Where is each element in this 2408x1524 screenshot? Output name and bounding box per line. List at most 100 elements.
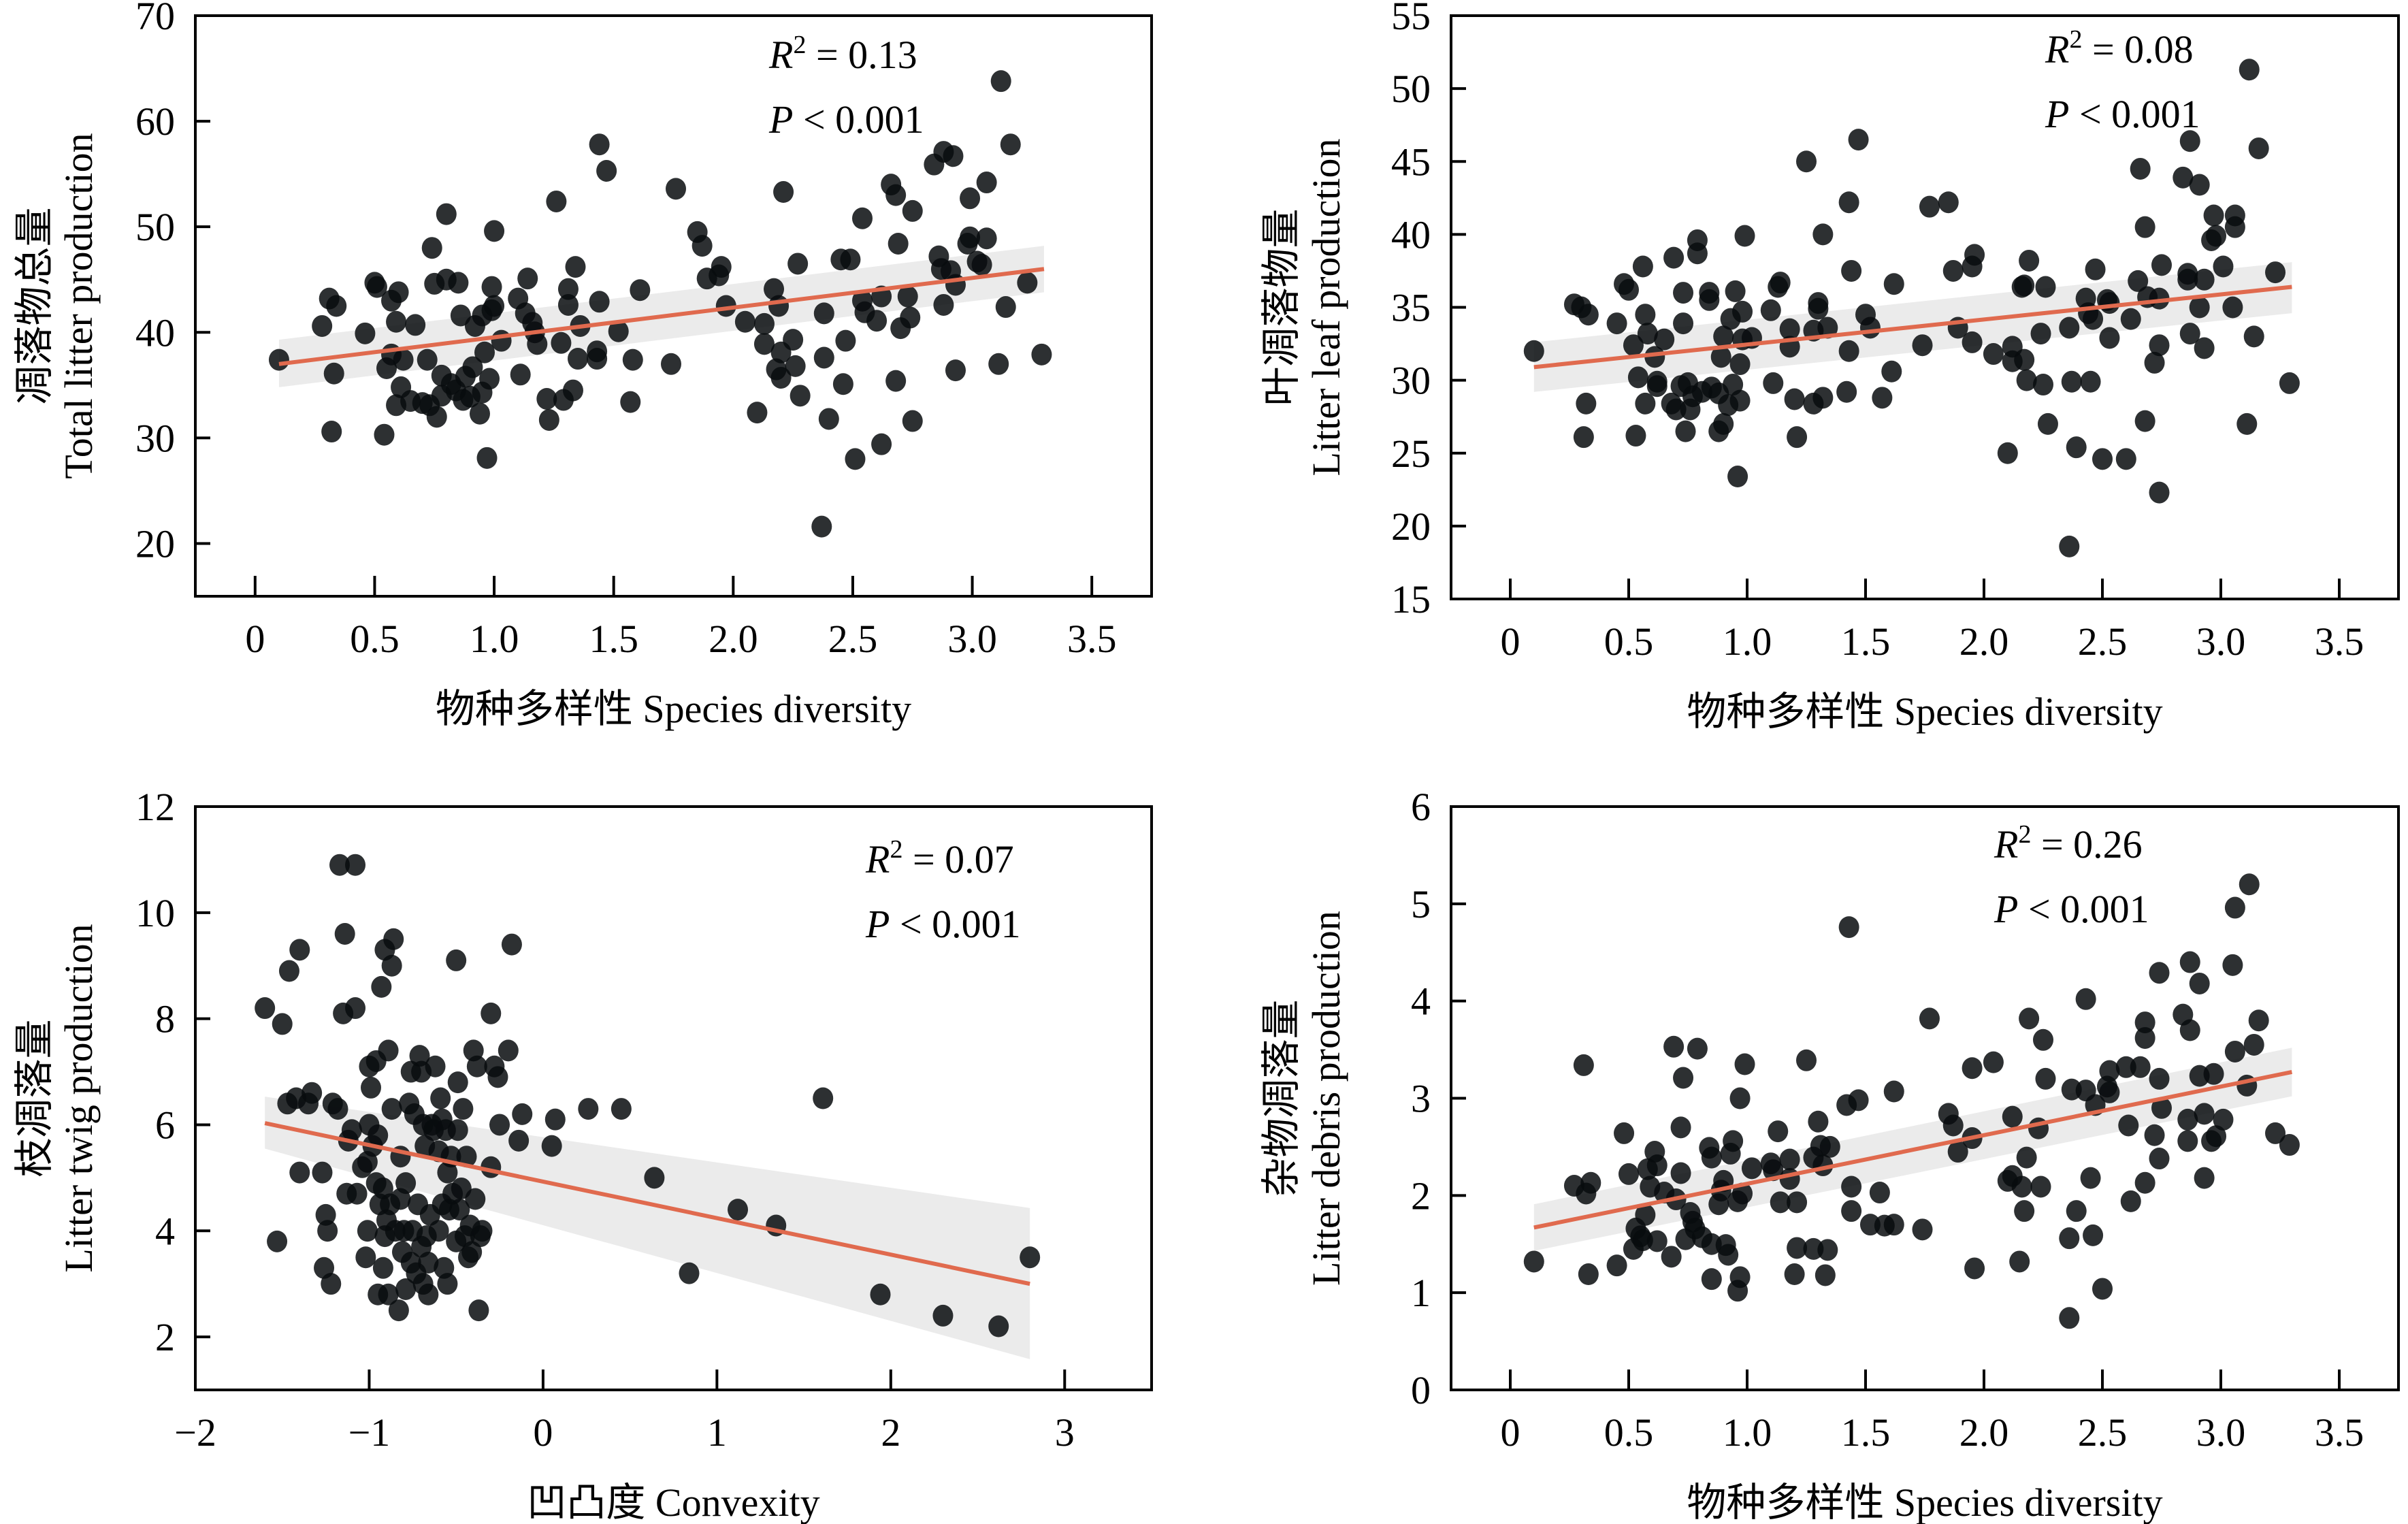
x-tick-label: 0.5 xyxy=(1604,619,1654,664)
data-point xyxy=(2179,323,2200,345)
data-point xyxy=(1770,272,1791,294)
data-point xyxy=(395,1172,417,1195)
data-point xyxy=(1836,380,1857,403)
data-point xyxy=(446,949,467,971)
data-point xyxy=(679,1262,700,1284)
data-point xyxy=(2243,325,2264,348)
data-point xyxy=(562,379,583,402)
data-point xyxy=(453,1098,474,1120)
data-point xyxy=(1673,1067,1694,1089)
data-point xyxy=(630,279,651,302)
y-tick-label: 8 xyxy=(155,997,175,1041)
data-point xyxy=(386,310,407,333)
data-point xyxy=(383,928,404,950)
data-point xyxy=(1713,412,1734,435)
data-point xyxy=(2144,351,2165,374)
data-point xyxy=(1654,328,1675,351)
data-point xyxy=(2134,410,2155,432)
data-point xyxy=(2009,1250,2030,1273)
data-point xyxy=(315,1203,336,1226)
data-point xyxy=(1770,1191,1791,1214)
data-point xyxy=(437,1273,458,1295)
data-point xyxy=(447,1119,468,1141)
panel-debris-litter: 0 1 2 3 4 5 6 0 0.5 1.0 1.5 2.0 2.5 3.0 3.5 物种多样性 Speci… xyxy=(1259,785,2400,1524)
data-point xyxy=(1919,1007,1940,1030)
data-point xyxy=(2265,1122,2286,1144)
data-point xyxy=(2085,258,2106,280)
data-point xyxy=(2149,334,2170,357)
data-point xyxy=(988,1315,1009,1337)
data-point xyxy=(990,70,1011,93)
x-tick-label: 2.5 xyxy=(2078,1410,2128,1455)
y-axis-title-en: Total litter production xyxy=(56,133,101,479)
data-point xyxy=(2194,337,2215,359)
data-point xyxy=(1670,1162,1691,1184)
data-point xyxy=(1817,317,1838,339)
data-point xyxy=(2092,1278,2113,1300)
y-tick-label: 30 xyxy=(135,416,175,460)
data-point xyxy=(388,281,409,304)
x-tick-label: 2.0 xyxy=(1959,1410,2009,1455)
data-point xyxy=(660,353,681,375)
x-tick-label: 0 xyxy=(533,1410,553,1455)
regression-line xyxy=(278,267,1045,366)
regression-line xyxy=(1533,285,2292,370)
data-point xyxy=(1673,312,1694,335)
data-point xyxy=(1848,1089,1869,1112)
data-point xyxy=(557,293,579,316)
data-point xyxy=(644,1167,665,1189)
data-point xyxy=(1701,1268,1722,1291)
data-point xyxy=(1942,1114,1964,1137)
data-point xyxy=(1947,1141,1968,1163)
x-tick-label: 3.5 xyxy=(2315,1410,2364,1455)
data-point xyxy=(2189,972,2210,994)
data-point xyxy=(2189,296,2210,319)
data-point xyxy=(1883,1080,1904,1103)
data-point xyxy=(2194,1103,2215,1125)
data-point xyxy=(2059,1307,2080,1329)
data-point xyxy=(2075,988,2096,1010)
data-point xyxy=(1729,1087,1751,1109)
data-point xyxy=(2177,268,2198,291)
data-point xyxy=(489,1114,510,1136)
data-point xyxy=(378,1039,399,1062)
data-point xyxy=(1841,259,1862,282)
x-tick-label: 1.5 xyxy=(1841,619,1891,664)
data-point xyxy=(2128,270,2149,292)
regression-line xyxy=(1533,1069,2293,1230)
data-point xyxy=(2151,254,2172,276)
data-point xyxy=(813,302,834,325)
data-point xyxy=(1763,372,1784,394)
data-point xyxy=(2059,1227,2080,1250)
data-point xyxy=(1808,1110,1829,1133)
data-point xyxy=(1859,317,1881,339)
data-point xyxy=(2120,308,2141,330)
data-point xyxy=(715,295,736,317)
data-point xyxy=(469,402,490,425)
data-point xyxy=(2203,1063,2224,1085)
data-point xyxy=(2222,954,2243,976)
data-point xyxy=(1942,259,1964,282)
y-tick-label: 6 xyxy=(1411,785,1431,829)
data-point xyxy=(447,1071,468,1094)
y-tick-label: 12 xyxy=(135,785,175,829)
data-point xyxy=(960,187,981,210)
data-point xyxy=(845,448,866,470)
data-point xyxy=(568,348,588,370)
data-point xyxy=(329,854,351,876)
x-axis-title: 物种多样性 Species diversity xyxy=(436,687,911,731)
data-point xyxy=(544,1108,566,1131)
y-tick-label: 15 xyxy=(1391,577,1431,621)
data-point xyxy=(326,295,347,317)
data-point xyxy=(885,184,907,206)
data-point xyxy=(538,408,559,431)
data-point xyxy=(1725,280,1746,302)
data-point xyxy=(1734,1053,1755,1075)
data-point xyxy=(1625,425,1646,447)
data-point xyxy=(2080,370,2101,393)
data-point xyxy=(2149,1148,2170,1170)
data-point xyxy=(1964,1257,1985,1280)
data-point xyxy=(1962,1057,1983,1080)
data-point xyxy=(436,203,457,225)
data-point xyxy=(2151,1097,2172,1119)
